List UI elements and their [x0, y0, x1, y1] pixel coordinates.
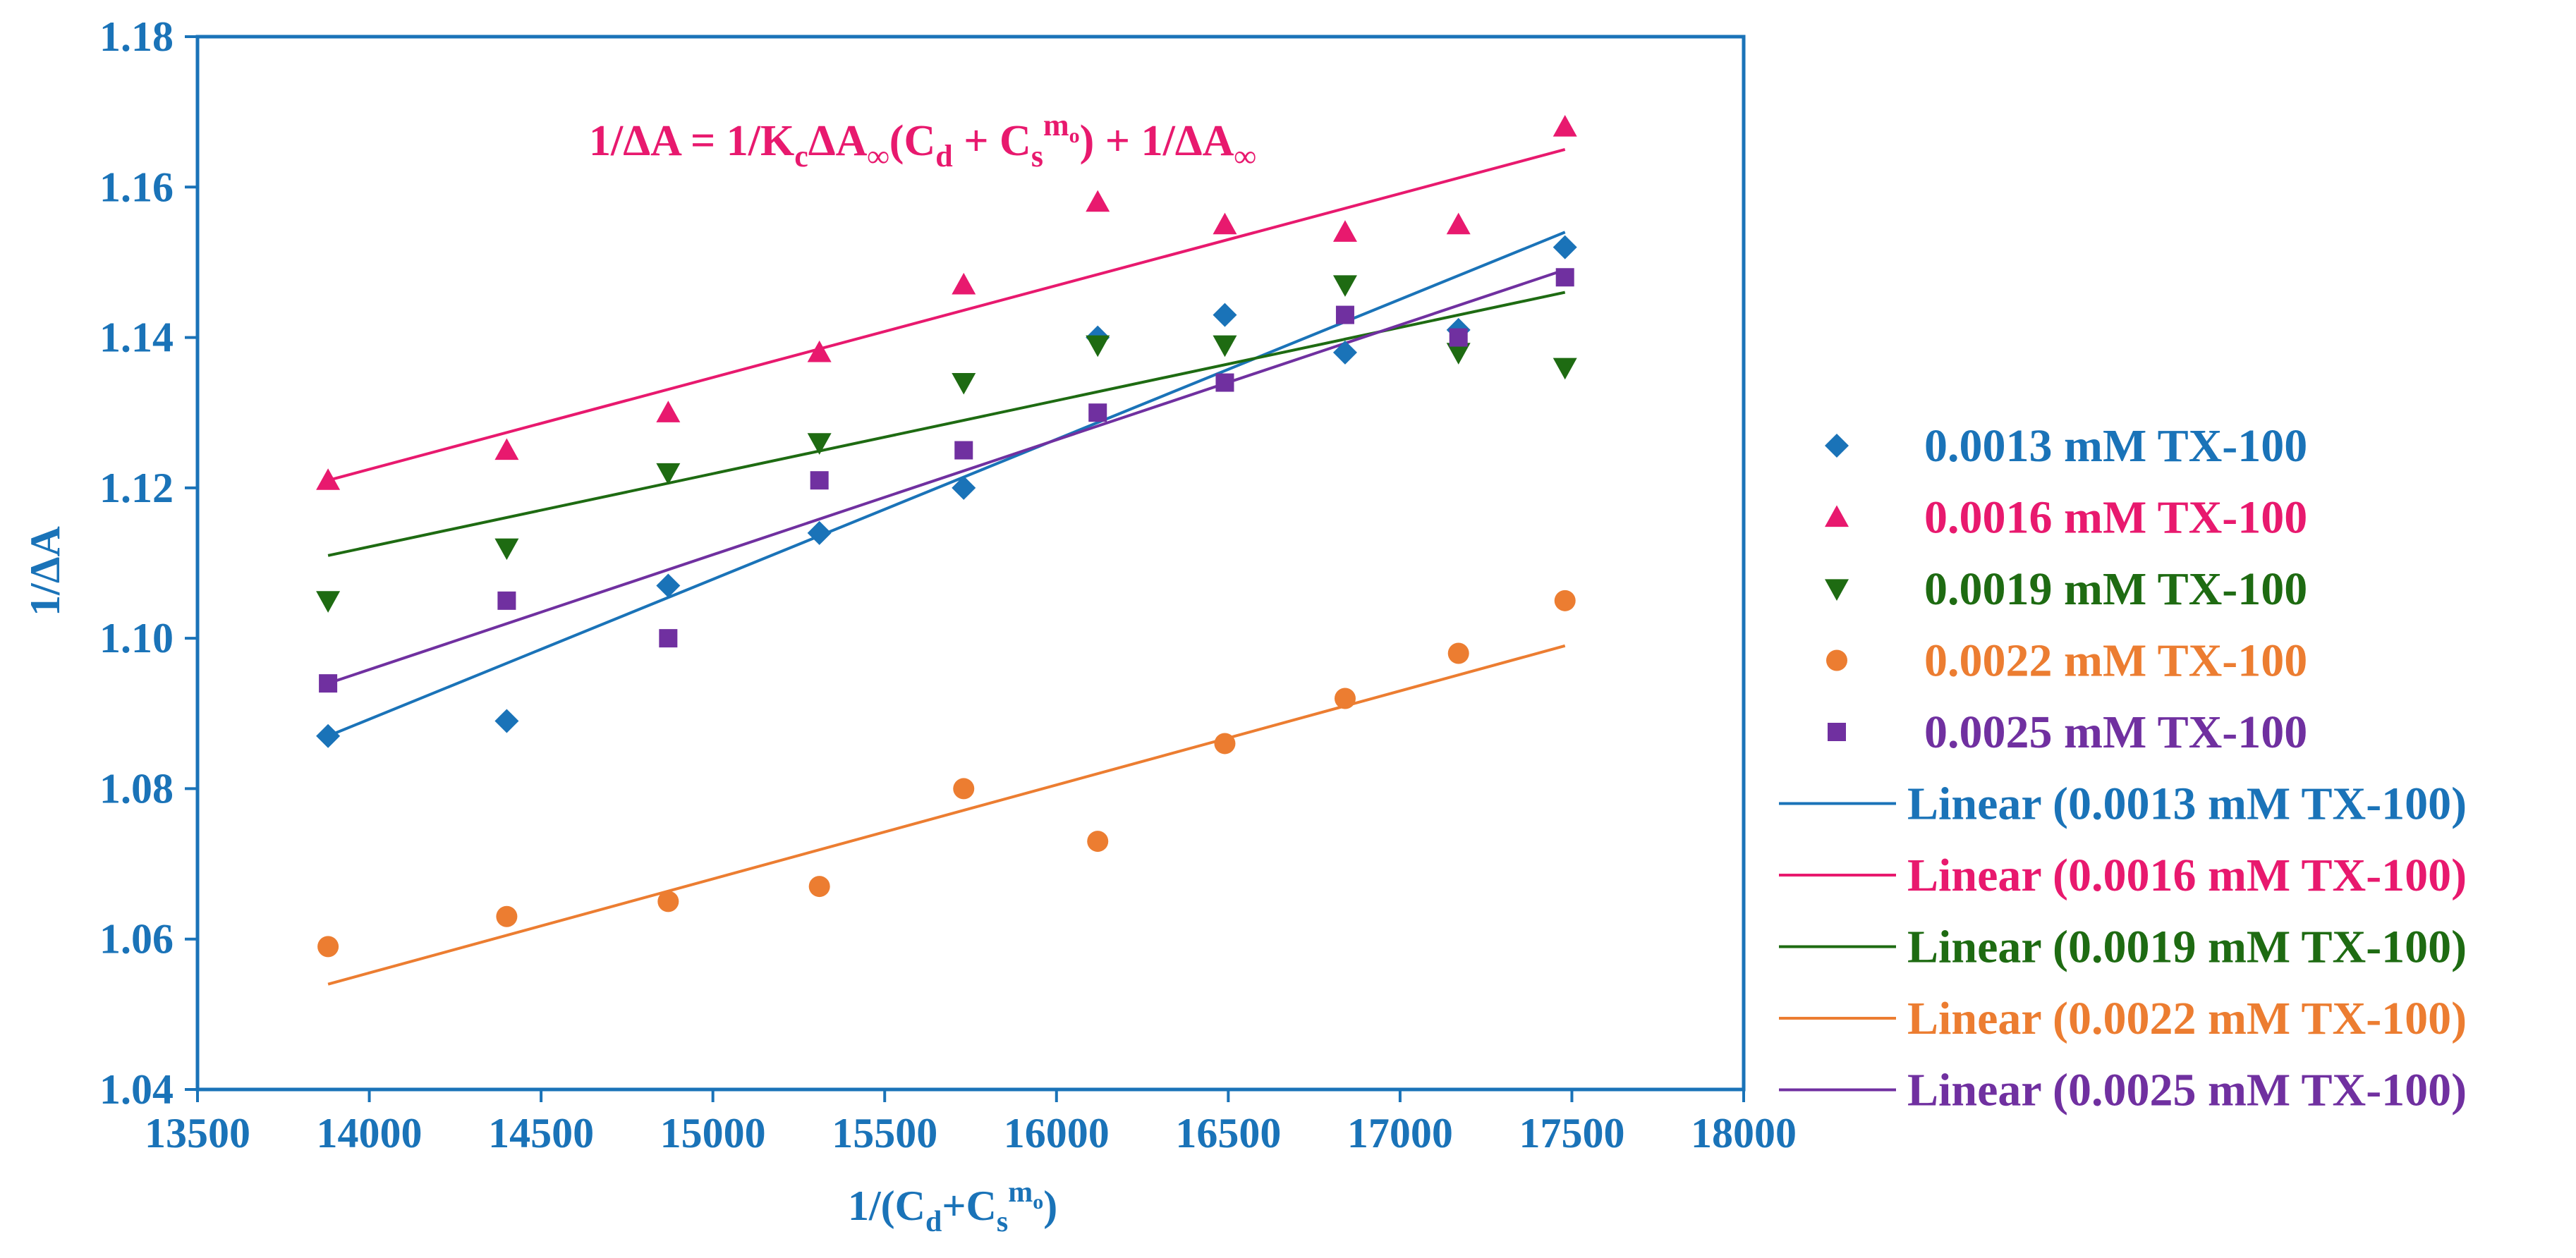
trendline: [327, 291, 1566, 557]
legend-marker: [1825, 579, 1849, 601]
y-tick-label: 1.04: [99, 1066, 174, 1113]
trendline: [327, 644, 1566, 986]
data-point: [808, 876, 830, 898]
data-point: [1554, 590, 1576, 611]
y-tick-label: 1.06: [99, 916, 174, 963]
data-point: [1213, 303, 1237, 327]
data-point: [807, 340, 832, 362]
legend-marker: [1826, 649, 1847, 671]
data-point: [656, 573, 681, 598]
data-point: [1334, 688, 1356, 709]
data-point: [952, 475, 976, 500]
data-point: [1446, 212, 1471, 235]
equation-annotation: 1/ΔA = 1/KcΔA∞(Cd + Csmo) + 1/ΔA∞: [589, 108, 1256, 173]
trendline: [327, 231, 1566, 738]
legend-marker: [1825, 505, 1849, 527]
data-point: [496, 905, 518, 927]
data-point: [316, 468, 341, 490]
tick-layer: 13500 14000 14500 15000 15500 16000 16500 17000…: [99, 13, 1797, 1156]
data-point: [1086, 190, 1110, 212]
x-tick-label: 13500: [145, 1110, 250, 1156]
data-point: [1553, 358, 1577, 380]
y-tick-label: 1.18: [99, 13, 174, 60]
data-point: [1086, 335, 1110, 358]
y-tick-label: 1.16: [99, 164, 174, 210]
data-point: [494, 709, 519, 733]
data-point: [656, 401, 681, 422]
data-point: [1332, 275, 1357, 297]
legend-label: 0.0013 mM TX-100: [1924, 420, 2307, 472]
x-tick-label: 15500: [832, 1110, 937, 1156]
data-point: [494, 538, 519, 561]
points-layer: [316, 114, 1577, 958]
trendline: [327, 148, 1566, 482]
x-axis-title: 1/(Cd+Csmo): [848, 1176, 1057, 1238]
legend-marker: [1825, 434, 1849, 458]
legend-label: Linear (0.0016 mM TX-100): [1907, 850, 2467, 901]
data-point: [1553, 235, 1577, 259]
data-point: [952, 272, 976, 295]
y-tick-label: 1.14: [99, 314, 174, 361]
x-tick-label: 16000: [1004, 1110, 1110, 1156]
data-point: [807, 520, 832, 545]
data-point: [1214, 733, 1236, 755]
data-point: [954, 441, 973, 460]
legend-label: Linear (0.0019 mM TX-100): [1907, 922, 2467, 973]
data-point: [659, 629, 678, 648]
x-tick-label: 17500: [1519, 1110, 1624, 1156]
legend-label: 0.0016 mM TX-100: [1924, 492, 2307, 544]
legend-label: Linear (0.0013 mM TX-100): [1907, 778, 2467, 830]
data-point: [953, 778, 975, 800]
data-point: [1447, 642, 1469, 664]
legend-label: Linear (0.0025 mM TX-100): [1907, 1065, 2467, 1116]
data-point: [810, 471, 829, 490]
data-point: [1215, 373, 1234, 392]
y-tick-label: 1.08: [99, 765, 174, 812]
trendline-layer: [327, 148, 1566, 986]
x-tick-label: 17000: [1347, 1110, 1453, 1156]
data-point: [316, 723, 341, 748]
data-point: [319, 674, 338, 693]
data-point: [657, 891, 679, 912]
x-tick-label: 16500: [1175, 1110, 1281, 1156]
plot-area: [195, 35, 1746, 1092]
y-tick-label: 1.10: [99, 615, 174, 661]
legend-label: 0.0025 mM TX-100: [1924, 707, 2307, 758]
data-point: [1449, 328, 1468, 347]
data-point: [1553, 114, 1577, 137]
legend-marker: [1828, 723, 1846, 741]
data-point: [656, 463, 681, 485]
legend-label: 0.0022 mM TX-100: [1924, 635, 2307, 687]
data-point: [807, 433, 832, 455]
data-point: [1213, 335, 1237, 358]
y-axis-title: 1/ΔA: [22, 526, 68, 616]
data-point: [1088, 403, 1107, 422]
legend-label: Linear (0.0022 mM TX-100): [1907, 993, 2467, 1044]
data-point: [1332, 220, 1357, 242]
trendline: [327, 268, 1566, 685]
x-tick-label: 18000: [1691, 1110, 1797, 1156]
data-point: [1213, 212, 1237, 235]
x-tick-label: 14500: [488, 1110, 594, 1156]
data-point: [952, 372, 976, 395]
data-point: [1446, 343, 1471, 365]
data-point: [497, 591, 516, 610]
data-point: [317, 936, 339, 958]
data-point: [494, 438, 519, 460]
x-tick-label: 14000: [317, 1110, 423, 1156]
data-point: [1087, 831, 1109, 853]
data-point: [1332, 340, 1357, 365]
data-point: [1335, 305, 1354, 324]
legend: 0.0013 mM TX-100 0.0016 mM TX-100 0.0019 m…: [1779, 420, 2467, 1116]
legend-label: 0.0019 mM TX-100: [1924, 563, 2307, 615]
x-tick-label: 15000: [660, 1110, 766, 1156]
data-point: [316, 591, 341, 613]
y-tick-label: 1.12: [99, 465, 174, 511]
data-point: [1555, 268, 1574, 287]
